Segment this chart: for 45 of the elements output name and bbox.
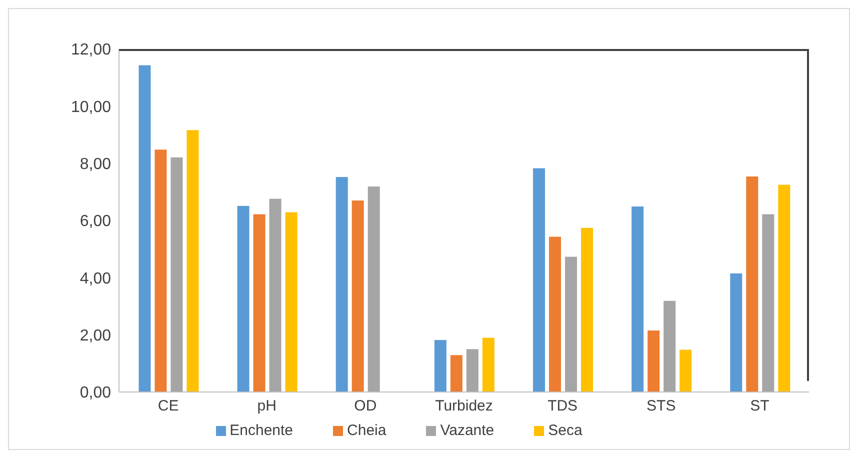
bar (730, 273, 742, 392)
x-tick-label: STS (646, 398, 676, 415)
x-tick-label: TDS (548, 398, 578, 415)
legend-label: Cheia (347, 422, 386, 439)
bar (466, 349, 478, 392)
x-tick-label: CE (158, 398, 179, 415)
bar (778, 184, 790, 392)
y-tick-label: 0,00 (80, 384, 112, 402)
bar (269, 198, 282, 392)
legend-label: Seca (548, 422, 582, 439)
bar (154, 150, 167, 392)
x-tick-label: OD (354, 398, 377, 415)
bar (368, 186, 380, 392)
bar (632, 206, 644, 392)
bar (253, 214, 266, 392)
bar (762, 214, 774, 392)
y-tick-label: 10,00 (70, 98, 112, 116)
bar (170, 157, 183, 392)
bar (549, 236, 561, 392)
y-tick-label: 12,00 (70, 42, 112, 59)
bar (450, 355, 462, 392)
y-tick-label: 2,00 (80, 328, 112, 345)
x-tick-label: Turbidez (435, 398, 493, 415)
bar (352, 200, 364, 392)
bar (648, 330, 660, 392)
bar (680, 350, 692, 392)
bar (664, 300, 676, 392)
bar (581, 228, 593, 392)
bar (533, 168, 545, 392)
bar (565, 256, 577, 392)
bar (336, 177, 348, 392)
y-tick-label: 8,00 (80, 156, 112, 174)
legend-label: Vazante (440, 422, 494, 439)
legend-label: Enchente (230, 422, 294, 439)
y-tick-label: 4,00 (80, 270, 112, 288)
x-tick-label: pH (257, 398, 276, 415)
bar (138, 65, 151, 392)
x-tick-label: ST (750, 398, 770, 415)
bar (482, 338, 494, 392)
bar (186, 130, 199, 392)
bar (285, 212, 298, 392)
bar (237, 206, 250, 392)
bar (746, 176, 758, 392)
y-tick-label: 6,00 (80, 213, 112, 230)
bar (434, 340, 446, 392)
